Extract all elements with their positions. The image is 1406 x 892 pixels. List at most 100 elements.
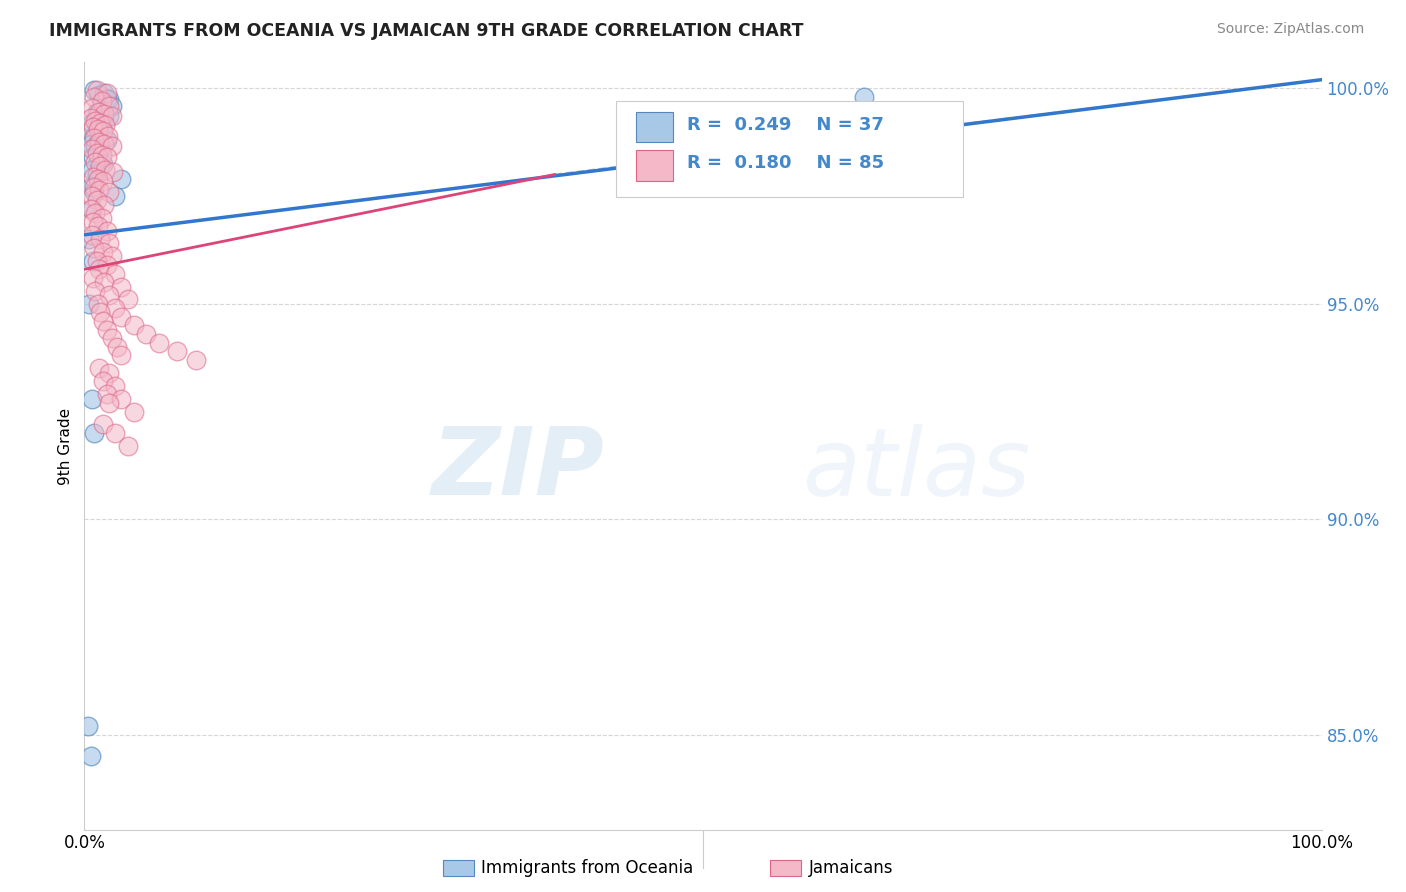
Point [83,128,105,143]
Point [93,197,115,211]
Point [79,232,101,246]
Point [89,305,111,319]
Point [80,227,103,242]
Point [83,131,105,145]
Point [89,135,111,149]
Point [110,310,132,324]
Point [91,124,114,138]
Point [89,105,111,120]
Y-axis label: 9th Grade: 9th Grade [58,408,73,484]
Point [82,120,104,134]
Point [83,180,105,194]
Point [83,241,105,255]
Point [100,98,122,112]
Text: R =  0.180    N = 85: R = 0.180 N = 85 [688,154,884,172]
Point [90,148,112,162]
Point [79,180,101,194]
Point [86,83,108,97]
Point [84,284,107,298]
Point [80,392,103,406]
Point [89,116,111,130]
Point [77,719,100,733]
Point [100,249,122,263]
Point [94,163,117,178]
Point [94,118,117,132]
Point [89,262,111,277]
Point [93,137,115,152]
Point [83,83,105,97]
Point [90,211,112,225]
Point [117,439,139,453]
Point [93,112,115,126]
Point [80,116,103,130]
Point [100,139,122,153]
Point [79,297,101,311]
Point [100,109,122,123]
Point [104,301,127,315]
Point [100,331,122,345]
Point [84,206,107,220]
Point [87,171,110,186]
Text: Immigrants from Oceania: Immigrants from Oceania [481,859,693,877]
Point [122,404,145,418]
Point [87,154,110,169]
Point [89,232,111,246]
Point [110,349,132,363]
Point [80,189,103,203]
Point [89,131,111,145]
Point [93,275,115,289]
Point [80,163,103,178]
Point [83,90,105,104]
FancyBboxPatch shape [636,112,673,142]
Point [110,171,132,186]
Point [82,253,104,268]
Point [93,107,115,121]
FancyBboxPatch shape [636,150,673,180]
Point [79,202,101,216]
Point [97,128,120,143]
Text: IMMIGRANTS FROM OCEANIA VS JAMAICAN 9TH GRADE CORRELATION CHART: IMMIGRANTS FROM OCEANIA VS JAMAICAN 9TH … [49,22,804,40]
Point [84,154,107,169]
Point [122,318,145,333]
Point [96,150,118,164]
Point [79,137,101,152]
Point [86,168,108,182]
Point [98,109,121,123]
Point [91,375,114,389]
Text: R =  0.249    N = 37: R = 0.249 N = 37 [688,116,884,134]
Point [135,326,157,341]
Point [90,94,112,108]
Point [105,340,128,354]
Text: atlas: atlas [801,424,1031,515]
Point [104,189,127,203]
Point [852,90,875,104]
Point [96,323,118,337]
Point [98,288,121,302]
Point [184,352,207,367]
Point [86,145,108,160]
Point [80,101,103,115]
Point [117,293,139,307]
Point [96,223,118,237]
Point [82,215,104,229]
Point [96,387,118,401]
Point [96,92,118,106]
Point [89,361,111,376]
Point [148,335,170,350]
Point [96,133,118,147]
Point [96,258,118,272]
Point [104,378,127,392]
Point [101,165,124,179]
Point [104,267,127,281]
Point [90,96,112,111]
Point [98,98,121,112]
Point [84,139,107,153]
Point [91,157,114,171]
Text: ZIP: ZIP [432,423,605,515]
Point [110,392,132,406]
Point [86,118,108,132]
Point [87,219,110,234]
Point [91,417,114,432]
Point [98,185,121,199]
Point [110,279,132,293]
